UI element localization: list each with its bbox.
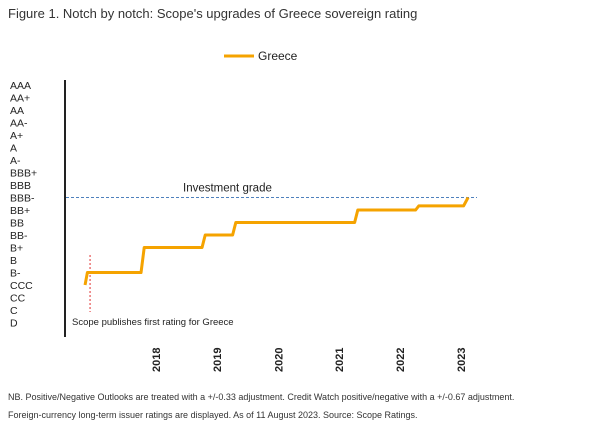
x-tick-label: 2022 [395, 348, 407, 372]
footnote-source: Foreign-currency long-term issuer rating… [8, 410, 418, 420]
y-tick-label: BBB- [10, 193, 35, 205]
y-tick-label: CC [10, 293, 26, 305]
y-tick-label: B+ [10, 243, 23, 255]
y-tick-label: CCC [10, 280, 33, 292]
y-tick-label: AAA [10, 80, 31, 92]
y-axis: AAAAA+AAAA-A+AA-BBB+BBBBBB-BB+BBBB-B+BB-… [10, 80, 66, 337]
x-tick-label: 2023 [456, 348, 468, 372]
legend: Greece [224, 49, 298, 63]
first-rating-label: Scope publishes first rating for Greece [72, 317, 234, 328]
y-tick-label: AA [10, 105, 24, 117]
y-tick-label: A [10, 143, 17, 155]
x-tick-label: 2019 [212, 348, 224, 372]
y-tick-labels: AAAAA+AAAA-A+AA-BBB+BBBBBB-BB+BBBB-B+BB-… [10, 80, 37, 330]
y-tick-label: C [10, 305, 18, 317]
y-tick-label: A- [10, 155, 21, 167]
y-tick-label: AA+ [10, 93, 30, 105]
y-tick-label: AA- [10, 118, 28, 130]
y-tick-label: BB- [10, 230, 28, 242]
y-tick-label: BB+ [10, 205, 30, 217]
y-tick-label: B- [10, 268, 21, 280]
y-tick-label: B [10, 255, 17, 267]
figure-title: Figure 1. Notch by notch: Scope's upgrad… [8, 6, 418, 21]
x-tick-label: 2021 [334, 348, 346, 372]
x-tick-label: 2020 [273, 348, 285, 372]
y-tick-label: A+ [10, 130, 23, 142]
rating-chart: Greece AAAAA+AAAA-A+AA-BBB+BBBBBB-BB+BBB… [10, 49, 477, 372]
y-tick-label: BB [10, 218, 24, 230]
y-tick-label: D [10, 318, 18, 330]
investment-grade-label: Investment grade [183, 183, 272, 195]
greece-series-line [83, 196, 470, 286]
y-tick-label: BBB [10, 180, 31, 192]
x-tick-label: 2018 [151, 348, 163, 372]
y-tick-label: BBB+ [10, 168, 37, 180]
x-tick-labels: 2018 2019 2020 2021 2022 2023 [151, 348, 468, 372]
footnote-outlooks: NB. Positive/Negative Outlooks are treat… [8, 392, 515, 402]
legend-label-greece: Greece [258, 49, 298, 63]
